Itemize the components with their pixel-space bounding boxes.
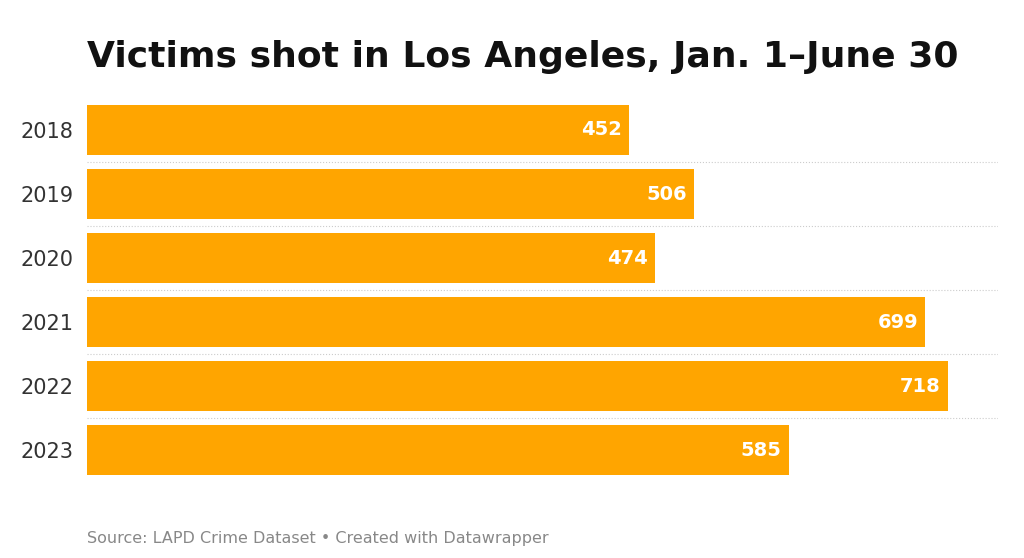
Bar	[87, 169, 694, 219]
Text: 718: 718	[900, 377, 941, 396]
Text: Source: LAPD Crime Dataset • Created with Datawrapper: Source: LAPD Crime Dataset • Created wit…	[87, 531, 549, 546]
Bar	[87, 105, 629, 155]
Text: 474: 474	[607, 249, 648, 268]
Text: 699: 699	[878, 312, 919, 331]
Text: 585: 585	[740, 441, 781, 460]
Bar	[87, 233, 655, 283]
Bar	[87, 425, 788, 475]
Text: 506: 506	[646, 185, 687, 204]
Bar	[87, 297, 926, 347]
Text: 452: 452	[581, 121, 622, 140]
Text: Victims shot in Los Angeles, Jan. 1–June 30: Victims shot in Los Angeles, Jan. 1–June…	[87, 40, 958, 74]
Bar	[87, 361, 948, 411]
